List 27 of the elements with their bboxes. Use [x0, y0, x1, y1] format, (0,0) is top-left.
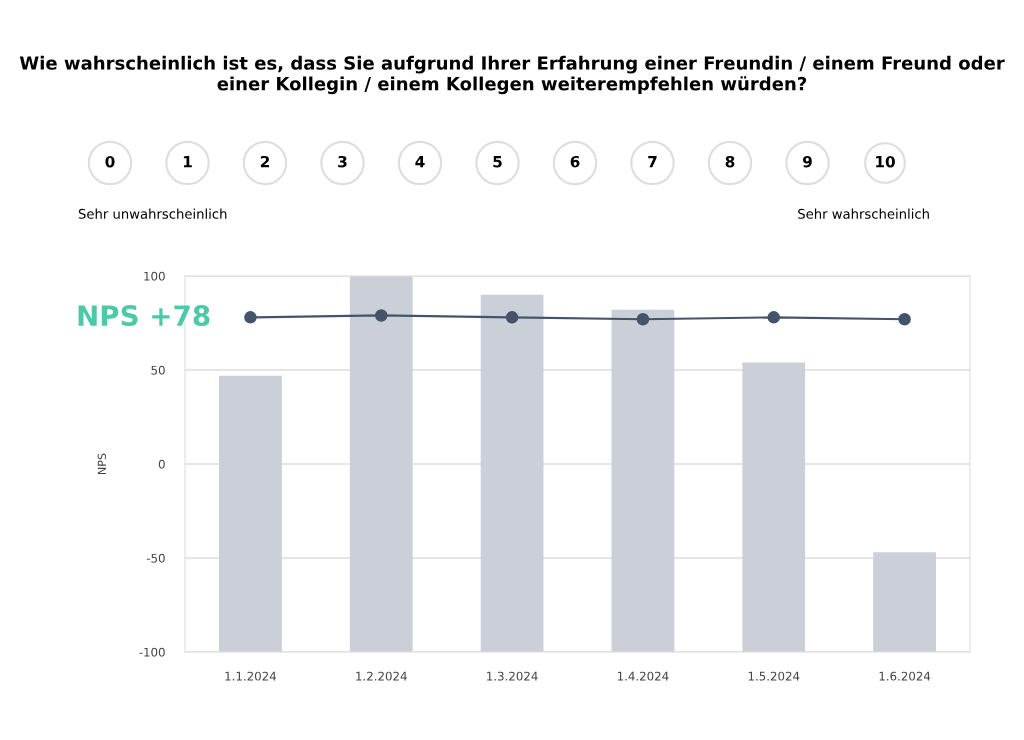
y-tick-label: -100 [139, 647, 165, 657]
chart-title: Wie wahrscheinlich ist es, dass Sie aufgrund Ihrer Erfahrung einer Freundin / einem Freund oder einer Kollegin / einem Kollegen weiterempfehlen würden? [19, 55, 1005, 95]
text: 0 [105, 155, 115, 168]
text: 6 [570, 155, 580, 168]
y-tick-label: 0 [158, 459, 165, 469]
x-tick-label: 1.5.2024 [748, 671, 800, 681]
x-tick-label: 1.6.2024 [879, 671, 931, 681]
text: Sehr wahrscheinlich [798, 208, 929, 219]
text: 4 [415, 156, 425, 168]
text: 1 [183, 156, 192, 168]
y-tick-label: -50 [146, 553, 165, 563]
text: 9 [802, 155, 812, 168]
text: 7 [648, 156, 657, 168]
y-axis-title: NPS [97, 453, 107, 474]
x-tick-label: 1.3.2024 [487, 671, 538, 681]
x-tick-label: 1.4.2024 [617, 671, 669, 681]
text: 8 [725, 155, 735, 168]
text: 3 [338, 155, 347, 168]
annotation: NPS +78 [78, 305, 210, 327]
text: 5 [493, 156, 502, 168]
y-tick-label: 50 [151, 365, 165, 375]
text: Sehr unwahrscheinlich [78, 208, 227, 219]
x-tick-label: 1.2.2024 [356, 671, 407, 681]
x-tick-label: 1.1.2024 [225, 671, 277, 681]
text: 2 [260, 155, 269, 168]
y-tick-label: 100 [144, 271, 165, 281]
text: 10 [876, 155, 895, 168]
